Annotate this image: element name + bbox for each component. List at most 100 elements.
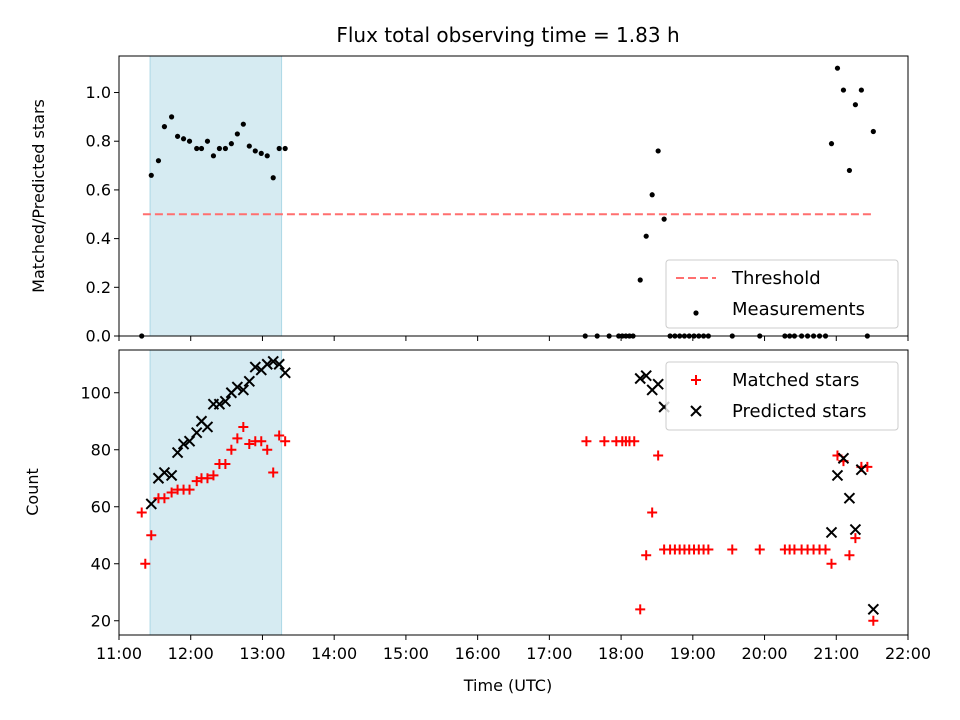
measurement-point	[655, 148, 661, 154]
predicted-star-point	[837, 452, 850, 465]
matched-star-point	[820, 544, 831, 555]
measurement-point	[828, 141, 835, 147]
bottom-chart-ylabel: Count	[23, 468, 42, 516]
predicted-star-point	[267, 355, 279, 368]
predicted-star-point	[231, 381, 244, 393]
measurement-point	[846, 167, 853, 174]
bottom-series-predicted-stars	[145, 355, 880, 616]
matched-star-point	[220, 459, 231, 469]
measurement-point	[637, 277, 643, 283]
matched-star-point	[599, 436, 610, 447]
bottom-chart-xlabel: Time (UTC)	[463, 676, 552, 695]
xtick-label: 18:00	[598, 644, 644, 663]
predicted-star-point	[201, 421, 214, 433]
predicted-star-point	[867, 603, 880, 616]
matched-star-point	[136, 507, 147, 518]
matched-star-point	[268, 467, 279, 478]
predicted-star-point	[243, 375, 256, 388]
predicted-star-point	[145, 498, 157, 510]
measurement-point	[210, 153, 217, 159]
top-chart-ylabel: Matched/Predicted stars	[29, 99, 48, 293]
measurement-point	[649, 192, 655, 198]
matched-star-point	[629, 436, 640, 447]
predicted-star-point	[849, 523, 862, 536]
xtick-label: 15:00	[383, 644, 429, 663]
matched-star-point	[653, 450, 664, 461]
top-ytick-label: 1.0	[86, 83, 111, 102]
measurement-point	[148, 172, 154, 178]
bottom-series-matched-stars	[136, 421, 879, 626]
top-ytick-label: 0.8	[86, 132, 111, 151]
matched-star-point	[635, 604, 646, 615]
matched-star-point	[274, 430, 285, 441]
matched-star-point	[184, 484, 195, 495]
top-axes-frame	[118, 55, 909, 337]
measurement-point	[216, 145, 223, 152]
matched-star-point	[140, 558, 151, 569]
matched-star-point	[826, 558, 837, 569]
predicted-star-point	[165, 469, 178, 482]
measurement-point	[276, 145, 282, 152]
measurement-point	[222, 145, 228, 152]
bottom-ytick-label: 60	[91, 497, 111, 516]
xtick-label: 14:00	[311, 644, 357, 663]
measurement-point	[858, 87, 864, 93]
xtick-label: 13:00	[239, 644, 285, 663]
measurement-point	[204, 138, 211, 144]
legend-measurements-label: Measurements	[732, 299, 865, 320]
predicted-star-point	[273, 358, 285, 370]
measurement-point	[258, 150, 264, 156]
xtick-label: 16:00	[455, 644, 501, 663]
measurement-point	[252, 148, 258, 154]
predicted-star-point	[279, 367, 291, 379]
predicted-star-point	[843, 492, 856, 504]
legend-matched-stars-label: Matched stars	[732, 370, 859, 391]
top-ytick-label: 0.6	[86, 180, 111, 199]
top-legend-box	[665, 259, 899, 329]
predicted-star-point	[640, 369, 652, 382]
top-panel: 0.0 0.2 0.4 0.6 0.8 1.0 Threshold Measurements	[86, 55, 909, 346]
predicted-star-point	[855, 463, 868, 476]
measurement-point	[852, 102, 859, 108]
matched-star-point	[262, 444, 273, 455]
predicted-star-point	[190, 426, 203, 439]
measurement-point	[198, 145, 205, 152]
bottom-panel: 20 40 60 80 100 11:00 12:00 13:00 14:00 15:00 16:0…	[80, 349, 931, 663]
matched-star-point	[280, 436, 291, 447]
measurement-point	[180, 136, 187, 142]
measurement-point	[270, 175, 276, 181]
matched-star-point	[647, 507, 658, 518]
bottom-legend-box	[665, 361, 899, 431]
matched-star-point	[244, 439, 255, 450]
measurement-point	[228, 141, 234, 147]
matched-star-point	[844, 550, 855, 561]
xtick-label: 12:00	[168, 644, 214, 663]
predicted-star-point	[652, 378, 664, 390]
measurement-point	[161, 124, 168, 130]
matched-star-point	[159, 493, 170, 504]
predicted-star-point	[261, 358, 273, 370]
top-chart-title: Flux total observing time = 1.83 h	[336, 23, 679, 47]
predicted-star-point	[213, 398, 226, 410]
xtick-label: 20:00	[741, 644, 787, 663]
top-legend: Threshold Measurements	[665, 259, 899, 329]
top-series-measurements	[139, 65, 876, 339]
bottom-axes-frame	[118, 349, 909, 636]
predicted-star-point	[634, 372, 646, 385]
top-ytick-label: 0.0	[86, 327, 111, 346]
measurement-point	[174, 133, 181, 139]
measurement-point	[186, 138, 193, 144]
predicted-star-point	[171, 446, 184, 459]
xtick-label: 19:00	[670, 644, 716, 663]
measurement-point	[169, 114, 175, 120]
measurement-point	[264, 153, 270, 159]
bottom-legend: Matched stars Predicted stars	[665, 361, 899, 431]
matched-star-point	[226, 444, 237, 455]
matched-star-point	[850, 533, 861, 544]
xtick-label: 21:00	[813, 644, 859, 663]
matched-star-point	[581, 436, 592, 447]
measurement-point	[155, 158, 162, 164]
matched-star-point	[208, 470, 219, 481]
